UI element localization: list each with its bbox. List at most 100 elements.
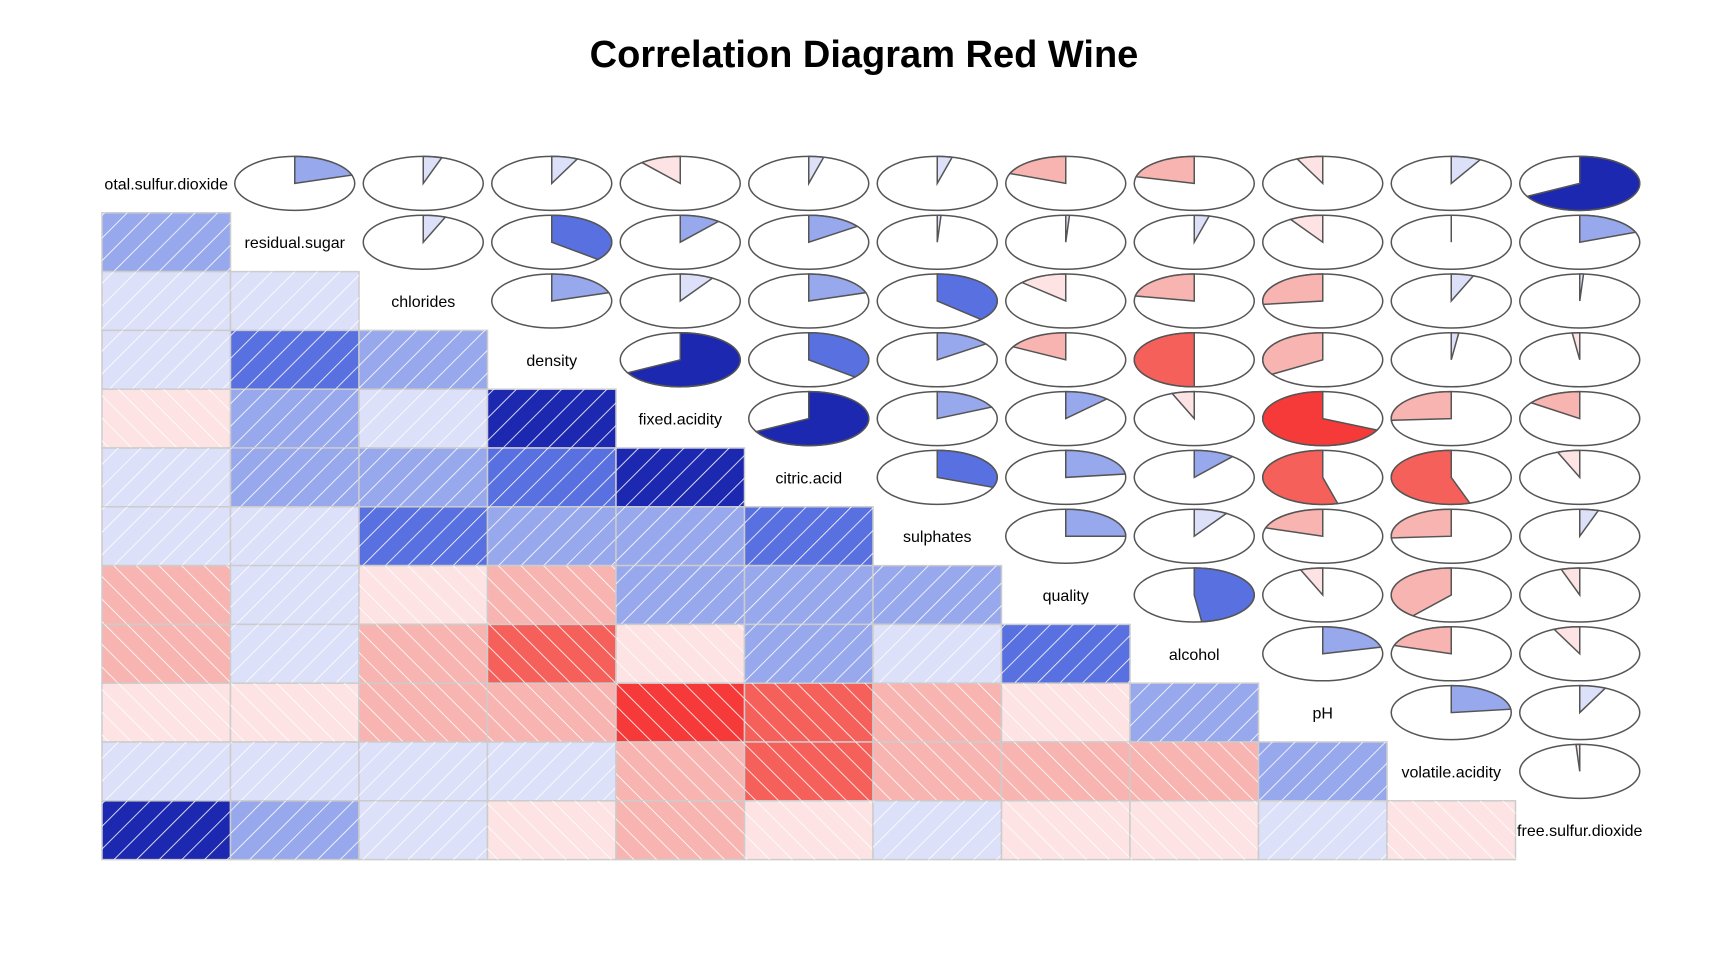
shade-cell [229,564,360,626]
shade-hatch [102,212,231,272]
shade-cell [872,682,1003,743]
pie-cell [1262,390,1384,447]
pie-cell [1133,332,1255,388]
pie-slice [1322,626,1383,655]
shade-cell [101,800,232,861]
pie-cell [1519,390,1641,447]
pie-cell [1133,390,1255,447]
pie-slice [626,332,741,388]
shade-hatch [230,330,359,390]
pie-cell [1519,214,1641,270]
pie-slice [1579,273,1585,302]
shade-cell [101,741,232,802]
shade-cell [615,741,746,802]
pie-slice [1262,332,1324,376]
shade-hatch [102,742,231,801]
shade-cell [743,741,874,802]
pie-cell [1519,508,1641,564]
pie-slice [422,214,447,245]
variable-label: volatile.acidity [1401,764,1501,781]
variable-label: otal.sulfur.dioxide [104,176,228,193]
shade-hatch [359,624,488,684]
shade-hatch [616,565,745,625]
pie-cell [1133,508,1255,564]
pie-cell [619,332,741,388]
shade-hatch [102,624,231,684]
shade-cell [358,682,489,743]
shade-hatch [1387,800,1516,860]
shade-hatch [1258,800,1387,860]
pie-cell [619,273,741,329]
pie-slice [1065,214,1071,243]
shade-hatch [873,683,1002,742]
pie-slice [1579,684,1607,715]
variable-label: pH [1313,706,1333,723]
pie-cell [876,273,998,329]
shade-cell [872,623,1003,684]
shade-cell [101,447,232,508]
pie-slice [1065,390,1109,420]
pie-slice [1008,155,1067,185]
shade-cell [615,682,746,743]
shade-hatch [487,565,616,625]
pie-slice [754,390,870,447]
pie-cell [1519,155,1641,212]
shade-cell [486,564,617,626]
pie-slice [1264,508,1324,538]
pie-slice [551,214,613,261]
shade-hatch [744,506,873,566]
shade-cell [358,329,489,390]
shade-cell [229,506,360,567]
shade-cell [358,800,489,861]
pie-cell [491,273,613,329]
shade-cell [1257,741,1388,802]
variable-label: chlorides [391,294,455,311]
pie-cell [1390,390,1512,447]
shade-hatch [230,565,359,625]
pie-slice [808,273,868,302]
pie-slice [1193,214,1211,246]
shade-hatch [102,330,231,390]
shade-cell [1129,741,1260,802]
pie-cell [1519,332,1641,388]
shade-hatch [102,506,231,566]
pie-slice [551,273,611,302]
pie-slice [1262,273,1324,306]
shade-hatch [1001,683,1130,742]
shade-hatch [102,565,231,625]
pie-slice [1299,567,1324,597]
pie-slice [936,332,988,361]
pie-cell [1390,626,1512,682]
pie-cell [1519,449,1641,506]
shade-hatch [359,330,488,390]
pie-cell [1005,390,1127,447]
pie-cell [1133,449,1255,506]
shade-hatch [1258,742,1387,801]
variable-label: alcohol [1169,647,1220,664]
pie-slice [1133,332,1195,388]
shade-cell [615,506,746,567]
shade-cell [1000,682,1131,743]
pie-slice [936,155,954,187]
pie-slice [1559,567,1581,598]
shade-hatch [873,742,1002,801]
pie-cell [1262,449,1384,506]
pie-cell [1390,155,1512,212]
shade-cell [615,800,746,861]
shade-cell [229,800,360,861]
pie-cell [1519,626,1641,682]
pie-cell [876,390,998,447]
pie-cell [876,332,998,388]
variable-label: quality [1043,588,1089,605]
shade-cell [229,270,360,332]
shade-hatch [487,624,616,684]
shade-cell [486,388,617,449]
shade-cell [1000,800,1131,861]
shade-cell [1129,682,1260,743]
shade-cell [486,682,617,743]
shade-hatch [230,448,359,507]
pie-cell [1005,508,1127,564]
shade-cell [743,564,874,626]
shade-cell [229,388,360,449]
